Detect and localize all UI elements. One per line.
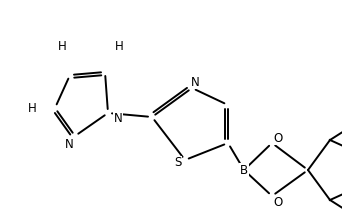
Text: N: N: [65, 138, 74, 151]
Text: O: O: [273, 196, 282, 209]
Text: N: N: [114, 112, 122, 125]
Text: N: N: [190, 76, 199, 89]
Text: H: H: [57, 41, 66, 54]
Text: H: H: [28, 102, 36, 115]
Text: B: B: [240, 163, 248, 176]
Text: O: O: [273, 132, 282, 145]
Text: H: H: [115, 41, 123, 54]
Text: S: S: [174, 156, 182, 169]
